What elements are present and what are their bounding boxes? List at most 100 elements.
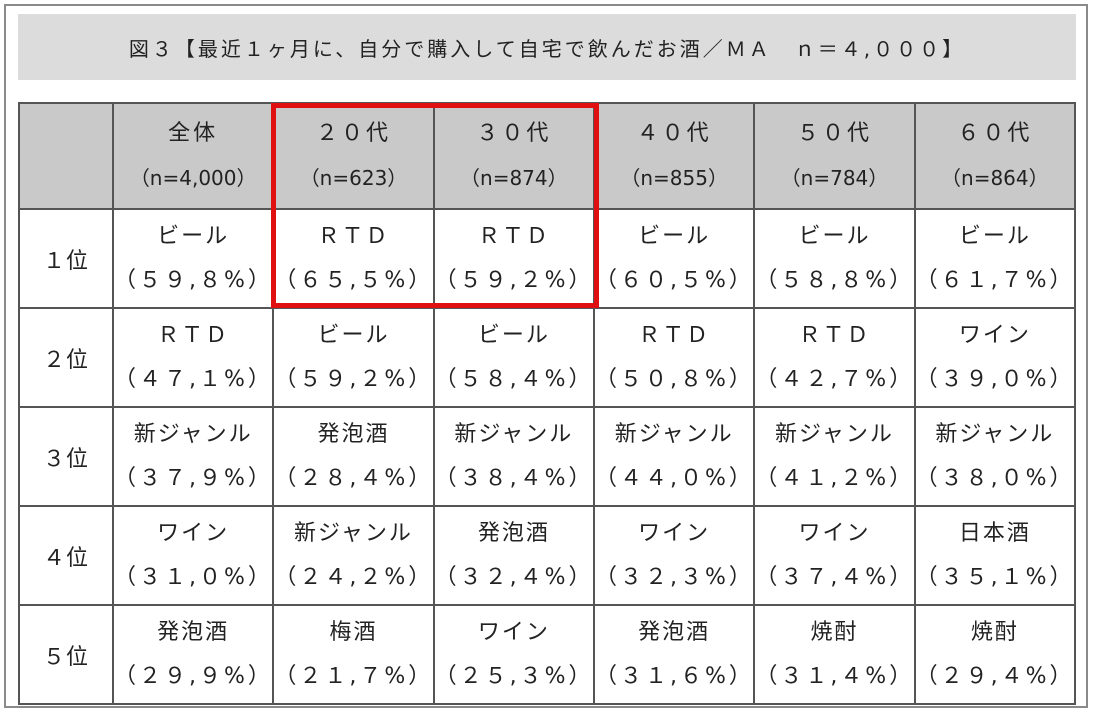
table-cell: ワイン （２５,３%） [432,604,595,705]
cell-item: ビール [317,322,390,348]
cell-item: ワイン [798,520,871,546]
table-cell: 発泡酒 （２９,９%） [111,604,275,705]
table-cell: ビール （５９,８%） [111,208,275,309]
table-cell: ビール （５８,４%） [432,307,595,408]
table-cell: ＲＴＤ （４２,７%） [753,307,916,408]
cell-item: 新ジャンル [935,421,1055,447]
cell-percentage: （５８,８%） [755,267,915,293]
rank-label: １位 [18,208,114,309]
header-corner-cell [18,102,114,210]
cell-percentage: （３９,０%） [915,366,1075,392]
cell-item: 発泡酒 [638,619,711,645]
table-cell: ビール （５９,２%） [272,307,435,408]
table-cell: 新ジャンル （２４,２%） [272,505,435,606]
table-cell: 焼酎 （２９,４%） [913,604,1077,705]
column-header-label: ６０代 [957,121,1033,146]
cell-item: ワイン [157,520,230,546]
cell-percentage: （３７,９%） [114,465,273,491]
cell-percentage: （３１,０%） [114,564,273,590]
table-cell: 新ジャンル （３７,９%） [111,406,275,507]
cell-percentage: （４７,１%） [114,366,273,392]
table-row: ４位 ワイン （３１,０%） 新ジャンル （２４,２%） 発泡酒 （３２,４%） ワイン （３２… [18,505,1077,606]
column-header: ３０代 （n=874） [432,102,595,210]
table-cell: 梅酒 （２１,７%） [272,604,435,705]
cell-percentage: （２８,４%） [274,465,434,491]
table-cell: ワイン （３２,３%） [592,505,756,606]
cell-percentage: （２９,９%） [114,663,273,689]
cell-percentage: （５０,８%） [594,366,754,392]
cell-item: ワイン [477,619,550,645]
cell-percentage: （３１,６%） [594,663,754,689]
table-cell: 新ジャンル （４４,０%） [592,406,756,507]
column-header-label: ４０代 [636,121,712,146]
table-cell: ワイン （３１,０%） [111,505,275,606]
table-cell: 日本酒 （３５,１%） [913,505,1077,606]
rank-label: ２位 [18,307,114,408]
cell-percentage: （２５,３%） [434,663,594,689]
table-cell: 発泡酒 （２８,４%） [272,406,435,507]
table-row: ３位 新ジャンル （３７,９%） 発泡酒 （２８,４%） 新ジャンル （３８,４%） 新ジャン… [18,406,1077,507]
cell-percentage: （３２,４%） [434,564,594,590]
column-header-n: （n=874） [460,166,568,190]
cell-item: 新ジャンル [133,421,253,447]
cell-percentage: （３７,４%） [755,564,915,590]
cell-item: ビール [638,223,711,249]
cell-percentage: （４４,０%） [594,465,754,491]
cell-percentage: （５９,２%） [434,267,594,293]
cell-percentage: （２１,７%） [274,663,434,689]
cell-item: 発泡酒 [317,421,390,447]
column-header: ４０代 （n=855） [592,102,756,210]
table-row: ５位 発泡酒 （２９,９%） 梅酒 （２１,７%） ワイン （２５,３%） 発泡酒 （３１,６%… [18,604,1077,705]
column-header-n: （n=623） [299,166,408,190]
cell-item: ＲＴＤ [477,223,550,249]
cell-percentage: （３２,３%） [594,564,754,590]
cell-percentage: （５８,４%） [434,366,594,392]
table-cell: 発泡酒 （３２,４%） [432,505,595,606]
cell-item: 新ジャンル [454,421,574,447]
cell-item: ＲＴＤ [157,322,230,348]
cell-percentage: （５９,８%） [114,267,273,293]
cell-percentage: （３１,４%） [755,663,915,689]
cell-item: 発泡酒 [477,520,550,546]
table-cell: ビール （６１,７%） [913,208,1077,309]
column-header-label: ２０代 [315,121,391,146]
table-cell: ＲＴＤ （６５,５%） [272,208,435,309]
cell-item: ビール [958,223,1031,249]
cell-percentage: （２４,２%） [274,564,434,590]
figure-title: 図３【最近１ヶ月に、自分で購入して自宅で飲んだお酒／ＭＡ ｎ＝４,０００】 [128,36,966,61]
cell-item: ビール [157,223,230,249]
column-header-label: ５０代 [796,121,872,146]
cell-item: ビール [477,322,550,348]
cell-percentage: （３８,４%） [434,465,594,491]
table-row: １位 ビール （５９,８%） ＲＴＤ （６５,５%） ＲＴＤ （５９,２%） ビール （６０,５… [18,208,1077,309]
cell-item: ＲＴＤ [798,322,871,348]
column-header: 全体 （n=4,000） [111,102,275,210]
table-cell: 新ジャンル （３８,４%） [432,406,595,507]
rank-label: ４位 [18,505,114,606]
cell-percentage: （２９,４%） [915,663,1075,689]
cell-item: 新ジャンル [775,421,894,447]
column-header-n: （n=784） [780,166,889,190]
column-header-n: （n=864） [941,166,1049,190]
table-body: １位 ビール （５９,８%） ＲＴＤ （６５,５%） ＲＴＤ （５９,２%） ビール （６０,５… [18,208,1077,705]
column-header-label: ３０代 [476,121,552,146]
header-row: 全体 （n=4,000） ２０代 （n=623） ３０代 （n=874） ４０代 （n=855… [18,102,1077,210]
cell-item: 焼酎 [970,619,1019,645]
cell-item: 梅酒 [329,619,378,645]
cell-percentage: （５９,２%） [274,366,434,392]
rank-label: ５位 [18,604,114,705]
cell-item: 日本酒 [958,520,1031,546]
cell-percentage: （４２,７%） [755,366,915,392]
cell-item: ワイン [638,520,711,546]
table-cell: ＲＴＤ （５０,８%） [592,307,756,408]
table-cell: 新ジャンル （３８,０%） [913,406,1077,507]
column-header-label: 全体 [168,121,219,146]
column-header: ６０代 （n=864） [913,102,1077,210]
table-cell: ＲＴＤ （４７,１%） [111,307,275,408]
column-header: ５０代 （n=784） [753,102,916,210]
table-cell: 焼酎 （３１,４%） [753,604,916,705]
table-cell: ワイン （３７,４%） [753,505,916,606]
rank-label: ３位 [18,406,114,507]
cell-item: ワイン [958,322,1031,348]
cell-item: 新ジャンル [294,520,413,546]
